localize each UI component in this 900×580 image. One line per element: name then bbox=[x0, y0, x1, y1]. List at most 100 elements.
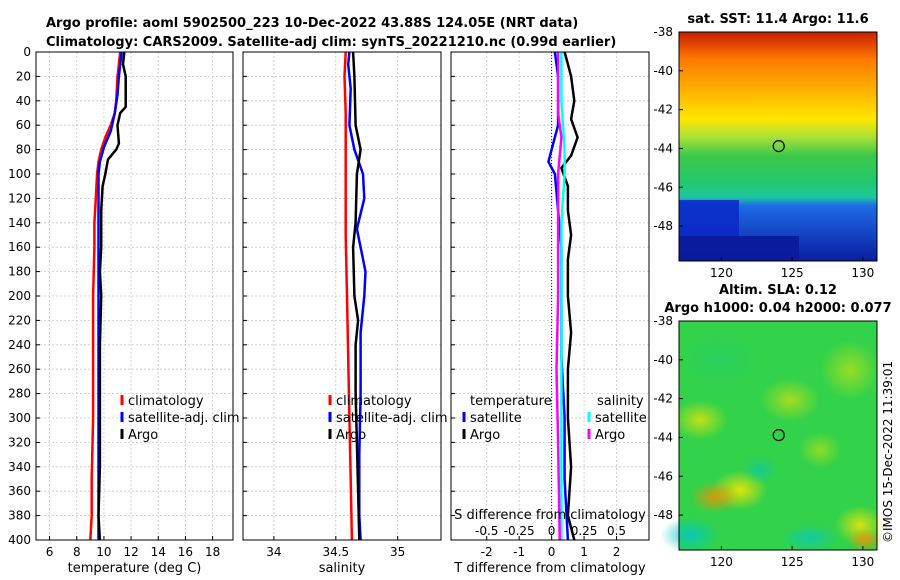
series-line bbox=[560, 52, 579, 540]
y-tick-label: 0 bbox=[23, 45, 31, 59]
legend-title-salinity: salinity bbox=[597, 394, 644, 409]
y-tick-label: -48 bbox=[653, 508, 673, 522]
y-tick-label: -40 bbox=[653, 353, 673, 367]
argo-position-marker bbox=[772, 140, 785, 153]
y-tick-label: 40 bbox=[16, 94, 31, 108]
y-tick-label: 160 bbox=[8, 240, 31, 254]
sla-map-title-line1: Altim. SLA: 0.12 bbox=[719, 283, 837, 298]
x-tick-label: 34 bbox=[266, 545, 281, 559]
difference-profile-plot: -2 -1 0 1 2 T difference from climatology temp… bbox=[450, 51, 650, 576]
y-tick-label: -44 bbox=[653, 141, 673, 155]
y-tick-label: 80 bbox=[16, 143, 31, 157]
y-tick-label: -48 bbox=[653, 219, 673, 233]
sla-anomaly bbox=[742, 456, 778, 484]
y-tick-label: 320 bbox=[8, 435, 31, 449]
series-line bbox=[343, 52, 354, 540]
x-tick-label: 14 bbox=[151, 545, 166, 559]
legend-label: climatology bbox=[336, 394, 412, 409]
legend-title-temperature: temperature bbox=[470, 394, 552, 409]
legend-label: Argo bbox=[128, 428, 158, 443]
header-title-line1: Argo profile: aoml 5902500_223 10-Dec-20… bbox=[46, 16, 578, 31]
legend-label: satellite bbox=[470, 411, 522, 426]
s-tick-label: -0.5 bbox=[475, 524, 498, 538]
sla-anomaly bbox=[798, 432, 842, 468]
sst-map: sat. SST: 11.4 Argo: 11.6 120 125 130 -38 -4… bbox=[653, 12, 878, 280]
y-tick-label: 180 bbox=[8, 265, 31, 279]
sst-cold-patch-deep bbox=[679, 236, 799, 261]
s-tick-label: -0.25 bbox=[504, 524, 535, 538]
sst-map-axes: 120 125 130 -38 -40 -42 -44 -46 -48 bbox=[653, 25, 874, 280]
y-tick-label: -38 bbox=[653, 25, 673, 39]
sla-anomaly bbox=[780, 524, 840, 552]
y-tick-label: -46 bbox=[653, 180, 673, 194]
sst-map-title: sat. SST: 11.4 Argo: 11.6 bbox=[687, 12, 868, 27]
x-tick-label: 34.5 bbox=[322, 545, 349, 559]
header-title-line2: Climatology: CARS2009. Satellite-adj cli… bbox=[46, 35, 616, 50]
y-tick-label: -44 bbox=[653, 430, 673, 444]
sla-anomaly bbox=[672, 400, 728, 440]
plot-frame bbox=[242, 51, 442, 541]
y-tick-label: 240 bbox=[8, 338, 31, 352]
series-group bbox=[343, 52, 367, 540]
series-line bbox=[555, 52, 563, 540]
y-tick-label: -40 bbox=[653, 64, 673, 78]
salinity-profile-plot: 34 34.5 35 salinity climatology satellite-adj… bbox=[242, 51, 448, 576]
x-tick-label: -2 bbox=[481, 545, 493, 559]
y-tick-label: 120 bbox=[8, 191, 31, 205]
x-tick-label: 130 bbox=[851, 266, 874, 280]
legend-label: satellite bbox=[595, 411, 647, 426]
y-tick-label: 400 bbox=[8, 533, 31, 547]
legend-label: Argo bbox=[595, 428, 625, 443]
y-tick-label: 280 bbox=[8, 387, 31, 401]
x-tick-label: -1 bbox=[513, 545, 525, 559]
legend-label: Argo bbox=[336, 428, 366, 443]
legend-label: satellite-adj. clim bbox=[336, 411, 448, 426]
x-tick-label: 18 bbox=[205, 545, 220, 559]
imos-timestamp: ©IMOS 15-Dec-2022 11:39:01 bbox=[881, 361, 895, 543]
argo-position-marker bbox=[772, 429, 785, 442]
temperature-profile-plot: 0 20 40 60 80 100 120 140 160 180 200 220 240 260 280 3… bbox=[8, 45, 240, 576]
x-tick-label: 8 bbox=[73, 545, 81, 559]
y-tick-label: 360 bbox=[8, 484, 31, 498]
sla-map-axes: 120 125 130 -38 -40 -42 -44 -46 -48 bbox=[653, 314, 874, 569]
series-group bbox=[547, 52, 579, 540]
x-tick-label: 120 bbox=[710, 555, 733, 569]
series-group bbox=[89, 52, 127, 540]
x-axis-label-top: S difference from climatology bbox=[454, 508, 646, 523]
sla-anomaly bbox=[660, 517, 720, 553]
legend-label: climatology bbox=[128, 394, 204, 409]
y-tick-label: 100 bbox=[8, 167, 31, 181]
y-tick-label: 140 bbox=[8, 216, 31, 230]
series-line bbox=[560, 52, 566, 540]
series-line bbox=[346, 52, 367, 540]
y-tick-label: -42 bbox=[653, 103, 673, 117]
s-tick-label: 0.5 bbox=[607, 524, 626, 538]
x-tick-label: 1 bbox=[580, 545, 588, 559]
sla-map-title-line2: Argo h1000: 0.04 h2000: 0.077 bbox=[664, 301, 891, 316]
x-tick-label: 0 bbox=[548, 545, 556, 559]
series-line bbox=[351, 52, 362, 540]
plot-frame bbox=[35, 51, 234, 541]
y-tick-label: 60 bbox=[16, 118, 31, 132]
y-tick-label: 20 bbox=[16, 69, 31, 83]
sla-map-frame bbox=[678, 320, 878, 551]
sla-anomaly bbox=[847, 528, 883, 552]
sla-anomaly bbox=[680, 335, 760, 385]
x-tick-label: 130 bbox=[851, 555, 874, 569]
y-tick-label: -46 bbox=[653, 469, 673, 483]
sla-map: Altim. SLA: 0.12 Argo h1000: 0.04 h2000:… bbox=[653, 283, 891, 569]
x-tick-label: 10 bbox=[96, 545, 111, 559]
x-tick-label: 120 bbox=[710, 266, 733, 280]
y-tick-label: 220 bbox=[8, 313, 31, 327]
y-tick-label: 340 bbox=[8, 460, 31, 474]
y-tick-label: 380 bbox=[8, 509, 31, 523]
legend-label: Argo bbox=[470, 428, 500, 443]
x-tick-label: 12 bbox=[123, 545, 138, 559]
x-tick-label: 2 bbox=[613, 545, 621, 559]
x-axis-label: T difference from climatology bbox=[453, 561, 646, 576]
x-tick-label: 6 bbox=[46, 545, 54, 559]
s-tick-label: 0 bbox=[548, 524, 556, 538]
x-axis-label: salinity bbox=[319, 561, 366, 576]
y-tick-label: 200 bbox=[8, 289, 31, 303]
